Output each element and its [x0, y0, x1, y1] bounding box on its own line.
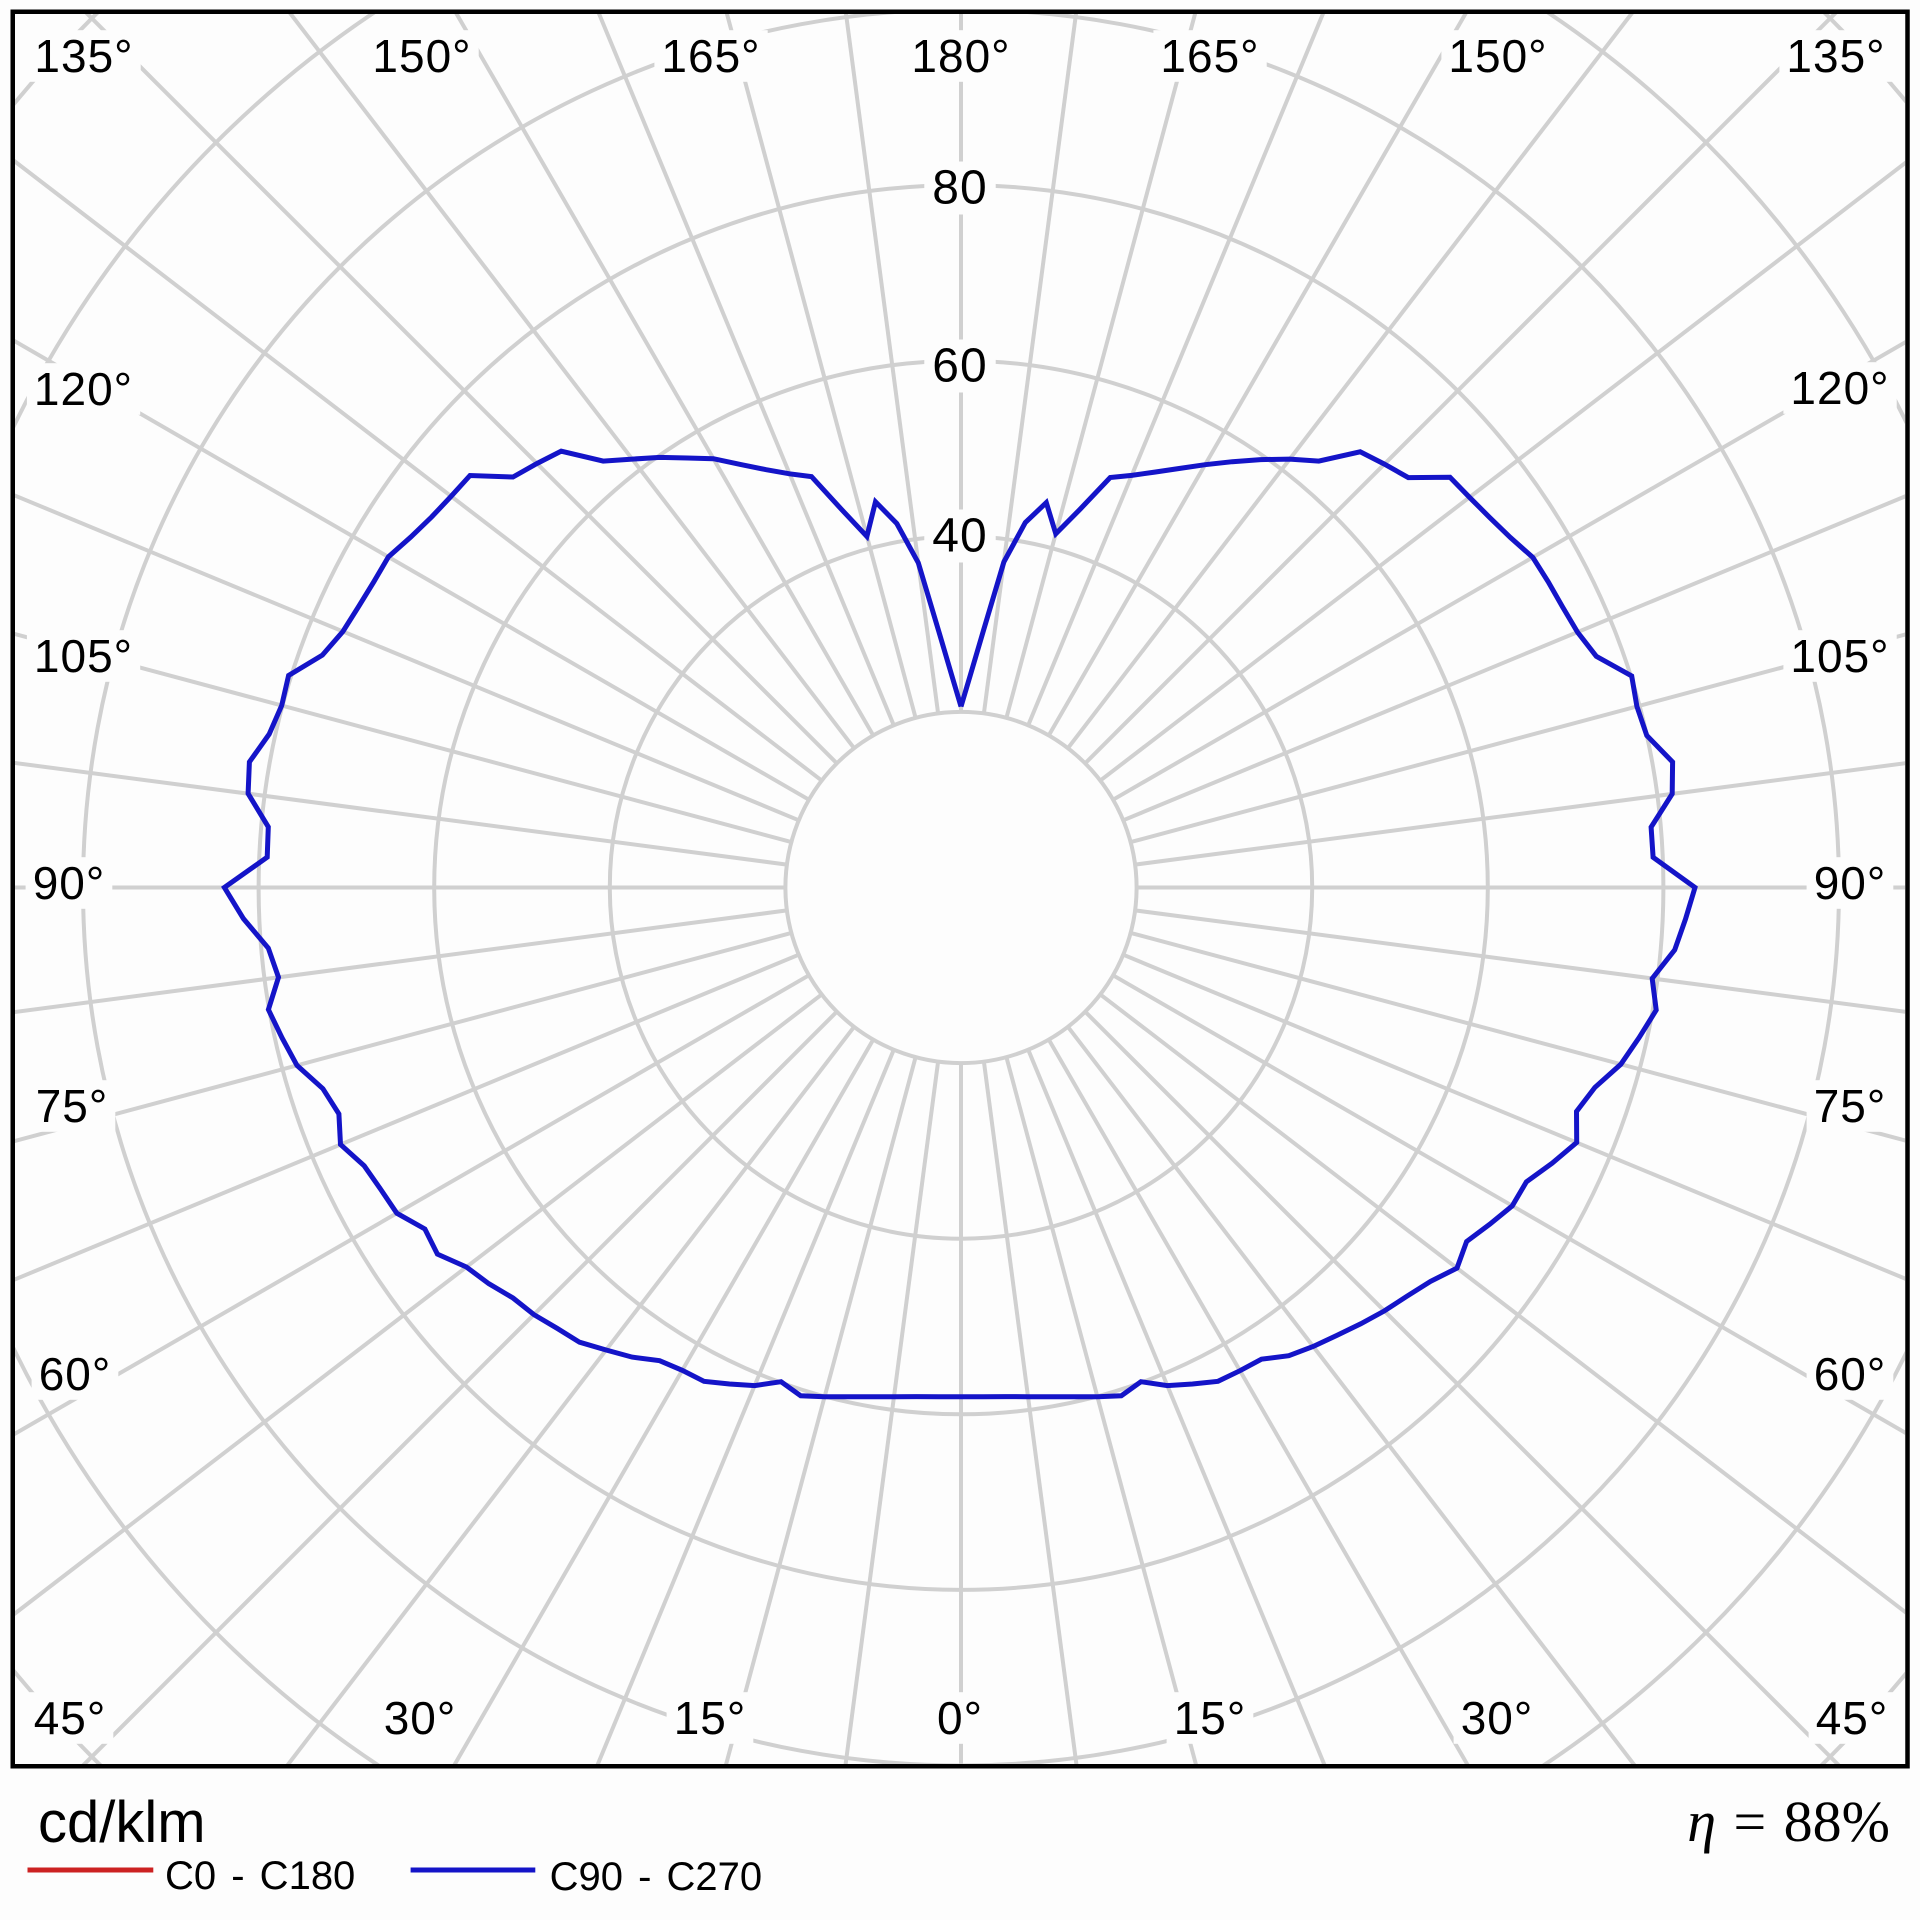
- svg-text:C90 - C270: C90 - C270: [550, 1855, 763, 1899]
- svg-text:η = 88%: η = 88%: [1687, 1789, 1890, 1854]
- svg-text:165°: 165°: [661, 30, 760, 82]
- svg-text:150°: 150°: [1448, 30, 1547, 82]
- svg-text:40: 40: [932, 510, 987, 563]
- svg-text:150°: 150°: [372, 30, 471, 82]
- svg-text:60: 60: [932, 340, 987, 393]
- svg-text:180°: 180°: [911, 30, 1010, 82]
- svg-text:75°: 75°: [1814, 1080, 1887, 1132]
- svg-text:105°: 105°: [34, 630, 133, 682]
- svg-text:135°: 135°: [34, 30, 133, 82]
- svg-text:0°: 0°: [937, 1692, 983, 1744]
- svg-text:105°: 105°: [1790, 630, 1889, 682]
- svg-text:45°: 45°: [34, 1692, 107, 1744]
- svg-text:15°: 15°: [1174, 1692, 1247, 1744]
- svg-text:90°: 90°: [1814, 857, 1887, 909]
- svg-text:30°: 30°: [1461, 1692, 1534, 1744]
- svg-text:80: 80: [932, 162, 987, 215]
- svg-text:30°: 30°: [384, 1692, 457, 1744]
- svg-text:45°: 45°: [1816, 1692, 1889, 1744]
- svg-text:75°: 75°: [36, 1080, 109, 1132]
- svg-text:120°: 120°: [34, 363, 133, 415]
- svg-text:120°: 120°: [1790, 362, 1889, 414]
- svg-text:135°: 135°: [1786, 30, 1885, 82]
- svg-text:90°: 90°: [33, 857, 106, 909]
- svg-text:60°: 60°: [1814, 1348, 1887, 1400]
- svg-text:cd/klm: cd/klm: [38, 1790, 206, 1855]
- svg-text:C0 - C180: C0 - C180: [165, 1854, 355, 1898]
- svg-text:165°: 165°: [1160, 30, 1259, 82]
- svg-text:60°: 60°: [39, 1348, 112, 1400]
- svg-text:15°: 15°: [674, 1692, 747, 1744]
